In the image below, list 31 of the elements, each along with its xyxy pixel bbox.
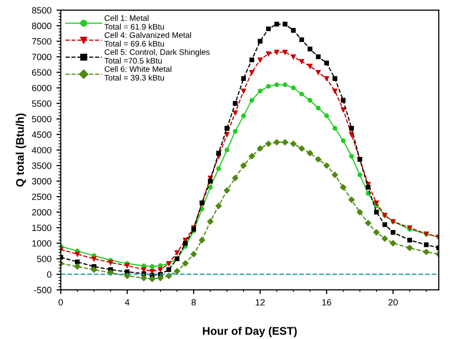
y-tick-label: 2000 xyxy=(32,209,52,216)
y-tick-label: 7000 xyxy=(32,54,52,60)
y-tick-label: 5000 xyxy=(32,116,52,122)
x-tick-label: 16 xyxy=(322,299,332,306)
legend-label: Cell 5: Control, Dark Shingles Total =70.5 kBtu xyxy=(104,48,210,64)
y-tick-label: 4000 xyxy=(32,146,52,154)
y-tick-label: 1500 xyxy=(32,224,52,232)
y-axis-title: Q total (Btu/h) xyxy=(16,114,26,187)
legend-label: Cell 1: Metal Total = 61.9 kBtu xyxy=(104,15,164,30)
x-tick-label: 8 xyxy=(192,299,196,306)
y-tick-label: 7500 xyxy=(32,38,52,45)
x-tick-label: 12 xyxy=(256,299,265,306)
legend-label: Cell 6: White Metal Total = 39.3 kBtu xyxy=(104,66,172,81)
y-tick-label: 3000 xyxy=(32,178,52,184)
y-tick-label: 3500 xyxy=(32,162,52,169)
y-tick-label: 1000 xyxy=(32,240,52,247)
y-tick-label: 8000 xyxy=(32,22,52,30)
y-tick-label: 6000 xyxy=(32,84,52,92)
y-tick-label: 500 xyxy=(37,256,52,262)
y-tick-label: 4500 xyxy=(32,131,52,138)
y-tick-label: 5500 xyxy=(32,100,52,107)
x-tick-label: 20 xyxy=(388,299,398,306)
x-tick-label: 0 xyxy=(58,299,63,306)
legend-label: Cell 4: Galvanized Metal Total = 69.6 kBtu xyxy=(104,32,192,47)
y-tick-label: -500 xyxy=(34,286,52,294)
y-tick-label: 6500 xyxy=(32,69,52,76)
y-tick-label: 2500 xyxy=(32,194,52,200)
x-tick-label: 4 xyxy=(124,299,130,306)
x-axis-title: Hour of Day (EST) xyxy=(202,326,297,338)
y-tick-label: 0 xyxy=(47,271,52,278)
y-tick-label: 8500 xyxy=(32,7,52,14)
